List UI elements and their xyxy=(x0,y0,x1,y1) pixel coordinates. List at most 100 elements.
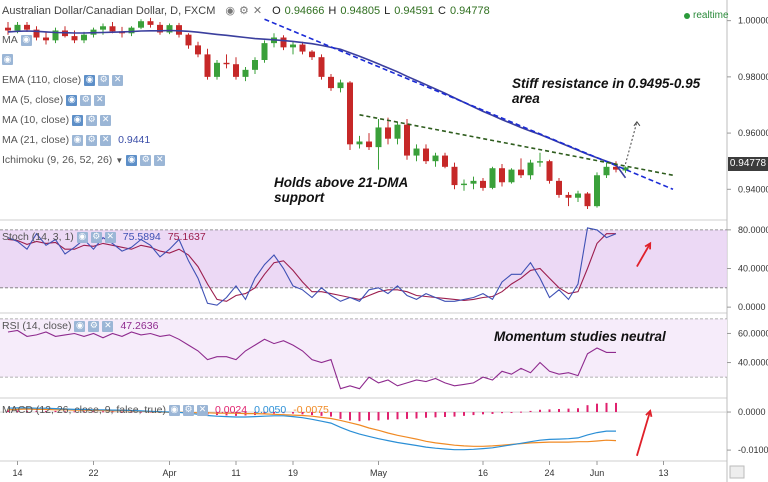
macd-histogram-bar xyxy=(45,410,47,413)
eye-icon[interactable]: ◉ xyxy=(225,4,235,17)
settings-icon[interactable]: ⚙ xyxy=(98,74,110,86)
dropdown-caret-icon[interactable]: ▼ xyxy=(115,155,124,165)
time-axis-label: 19 xyxy=(288,468,298,478)
time-axis-label: Apr xyxy=(162,468,176,478)
macd-histogram-bar xyxy=(605,402,608,413)
candle-body xyxy=(309,51,315,58)
candle-body xyxy=(423,148,429,162)
macd-histogram-bar xyxy=(586,405,589,413)
macd-histogram-bar xyxy=(111,411,114,413)
macd-histogram-bar xyxy=(444,412,446,417)
legend-ema-label: EMA (110, close) xyxy=(2,74,82,86)
eye-icon[interactable]: ◉ xyxy=(2,54,13,65)
stoch-up-arrow xyxy=(636,242,651,268)
macd-histogram-bar xyxy=(73,411,76,413)
low-label: L xyxy=(384,4,391,17)
symbol-title[interactable]: Australian Dollar/Canadian Dollar, D, FX… xyxy=(2,4,216,17)
legend-ma21[interactable]: MA (21, close) ◉ ⚙ ✕ 0.9441 xyxy=(2,134,150,146)
close-icon[interactable]: ✕ xyxy=(252,4,263,17)
eye-icon[interactable]: ◉ xyxy=(72,114,84,126)
macd-histogram-bar xyxy=(64,411,66,413)
candle-body xyxy=(233,64,239,77)
realtime-label: realtime xyxy=(693,10,729,21)
macd-histogram-bar xyxy=(320,412,323,416)
time-axis-label: 24 xyxy=(544,468,554,478)
time-axis-label: 13 xyxy=(658,468,668,478)
rsi-line xyxy=(7,329,616,390)
eye-icon[interactable]: ◉ xyxy=(126,154,138,166)
close-icon[interactable]: ✕ xyxy=(112,74,124,86)
settings-icon[interactable]: ⚙ xyxy=(238,4,249,17)
legend-ma10[interactable]: MA (10, close) ◉ ⚙ ✕ xyxy=(2,114,112,126)
eye-icon[interactable]: ◉ xyxy=(84,74,96,86)
candle-body xyxy=(603,166,610,176)
macd-histogram-bar xyxy=(330,412,332,417)
close-icon[interactable]: ✕ xyxy=(100,134,112,146)
resistance-annotation: Stiff resistance in 0.9495-0.95 area xyxy=(512,76,700,106)
close-icon[interactable]: ✕ xyxy=(100,114,112,126)
macd-histogram-bar xyxy=(567,408,570,413)
candle-body xyxy=(347,82,353,145)
settings-icon[interactable]: ⚙ xyxy=(80,94,92,106)
settings-icon[interactable]: ⚙ xyxy=(88,320,100,332)
legend-ma5[interactable]: MA (5, close) ◉ ⚙ ✕ xyxy=(2,94,106,106)
legend-ma-hidden[interactable]: MA ◉ xyxy=(2,34,32,46)
candle-body xyxy=(185,34,192,46)
close-icon[interactable]: ✕ xyxy=(102,320,114,332)
candle-body xyxy=(480,180,486,188)
resistance-annotation-line2: area xyxy=(512,91,540,106)
close-icon[interactable]: ✕ xyxy=(154,154,166,166)
candle-body xyxy=(556,180,562,195)
eye-icon[interactable]: ◉ xyxy=(72,134,84,146)
legend-macd[interactable]: MACD (12, 26, close, 9, false, true) ◉ ⚙… xyxy=(2,404,329,416)
legend-rsi[interactable]: RSI (14, close) ◉ ⚙ ✕ 47.2636 xyxy=(2,320,158,332)
eye-icon[interactable]: ◉ xyxy=(66,94,78,106)
close-icon[interactable]: ✕ xyxy=(104,231,116,243)
candle-body xyxy=(214,62,220,77)
candle-body xyxy=(252,60,258,70)
eye-icon[interactable]: ◉ xyxy=(74,320,86,332)
close-value: 0.94778 xyxy=(449,4,490,17)
settings-icon[interactable]: ⚙ xyxy=(140,154,152,166)
stoch-up-arrow-head-icon xyxy=(644,241,652,250)
settings-icon[interactable]: ⚙ xyxy=(182,404,194,416)
candle-body xyxy=(195,45,201,55)
settings-icon[interactable]: ⚙ xyxy=(86,114,98,126)
settings-icon[interactable]: ⚙ xyxy=(86,134,98,146)
macd-histogram-bar xyxy=(339,412,342,419)
legend-ema[interactable]: EMA (110, close) ◉ ⚙ ✕ xyxy=(2,74,124,86)
macd-histogram-bar xyxy=(577,408,579,413)
macd-histogram-bar xyxy=(35,410,38,413)
macd-histogram-bar xyxy=(453,412,456,417)
eye-icon[interactable]: ◉ xyxy=(168,404,180,416)
close-icon[interactable]: ✕ xyxy=(196,404,208,416)
eye-icon[interactable]: ◉ xyxy=(20,34,32,46)
macd-histogram-bar xyxy=(121,411,123,413)
legend-ichimoku[interactable]: Ichimoku (9, 26, 52, 26) ▼ ◉ ⚙ ✕ xyxy=(2,154,166,166)
candle-body xyxy=(575,193,581,198)
legend-stoch[interactable]: Stoch (14, 3, 1) ◉ ⚙ ✕ 75.5894 75.1637 xyxy=(2,231,206,243)
legend-ma21-value: 0.9441 xyxy=(118,134,151,146)
eye-icon[interactable]: ◉ xyxy=(76,231,88,243)
candle-body xyxy=(613,166,619,170)
green-trendline xyxy=(359,114,674,177)
macd-histogram-bar xyxy=(7,410,9,413)
macd-signal-value: -0.0075 xyxy=(293,404,329,416)
macd-histogram-bar xyxy=(140,411,142,413)
stoch-k-value: 75.5894 xyxy=(122,231,161,243)
time-axis-label: Jun xyxy=(590,468,605,478)
candle-body xyxy=(24,24,30,30)
candle-body xyxy=(594,175,600,207)
candle-body xyxy=(328,76,334,89)
open-label: O xyxy=(272,4,281,17)
momentum-annotation: Momentum studies neutral xyxy=(494,329,666,344)
macd-histogram-bar xyxy=(434,412,437,418)
ohlc-header: Australian Dollar/Canadian Dollar, D, FX… xyxy=(2,4,490,17)
macd-histogram-bar xyxy=(415,412,418,419)
close-icon[interactable]: ✕ xyxy=(94,94,106,106)
price-axis-label: 0.96000 xyxy=(738,128,768,138)
candle-body xyxy=(204,54,211,77)
settings-icon[interactable]: ⚙ xyxy=(90,231,102,243)
candle-body xyxy=(109,26,116,32)
